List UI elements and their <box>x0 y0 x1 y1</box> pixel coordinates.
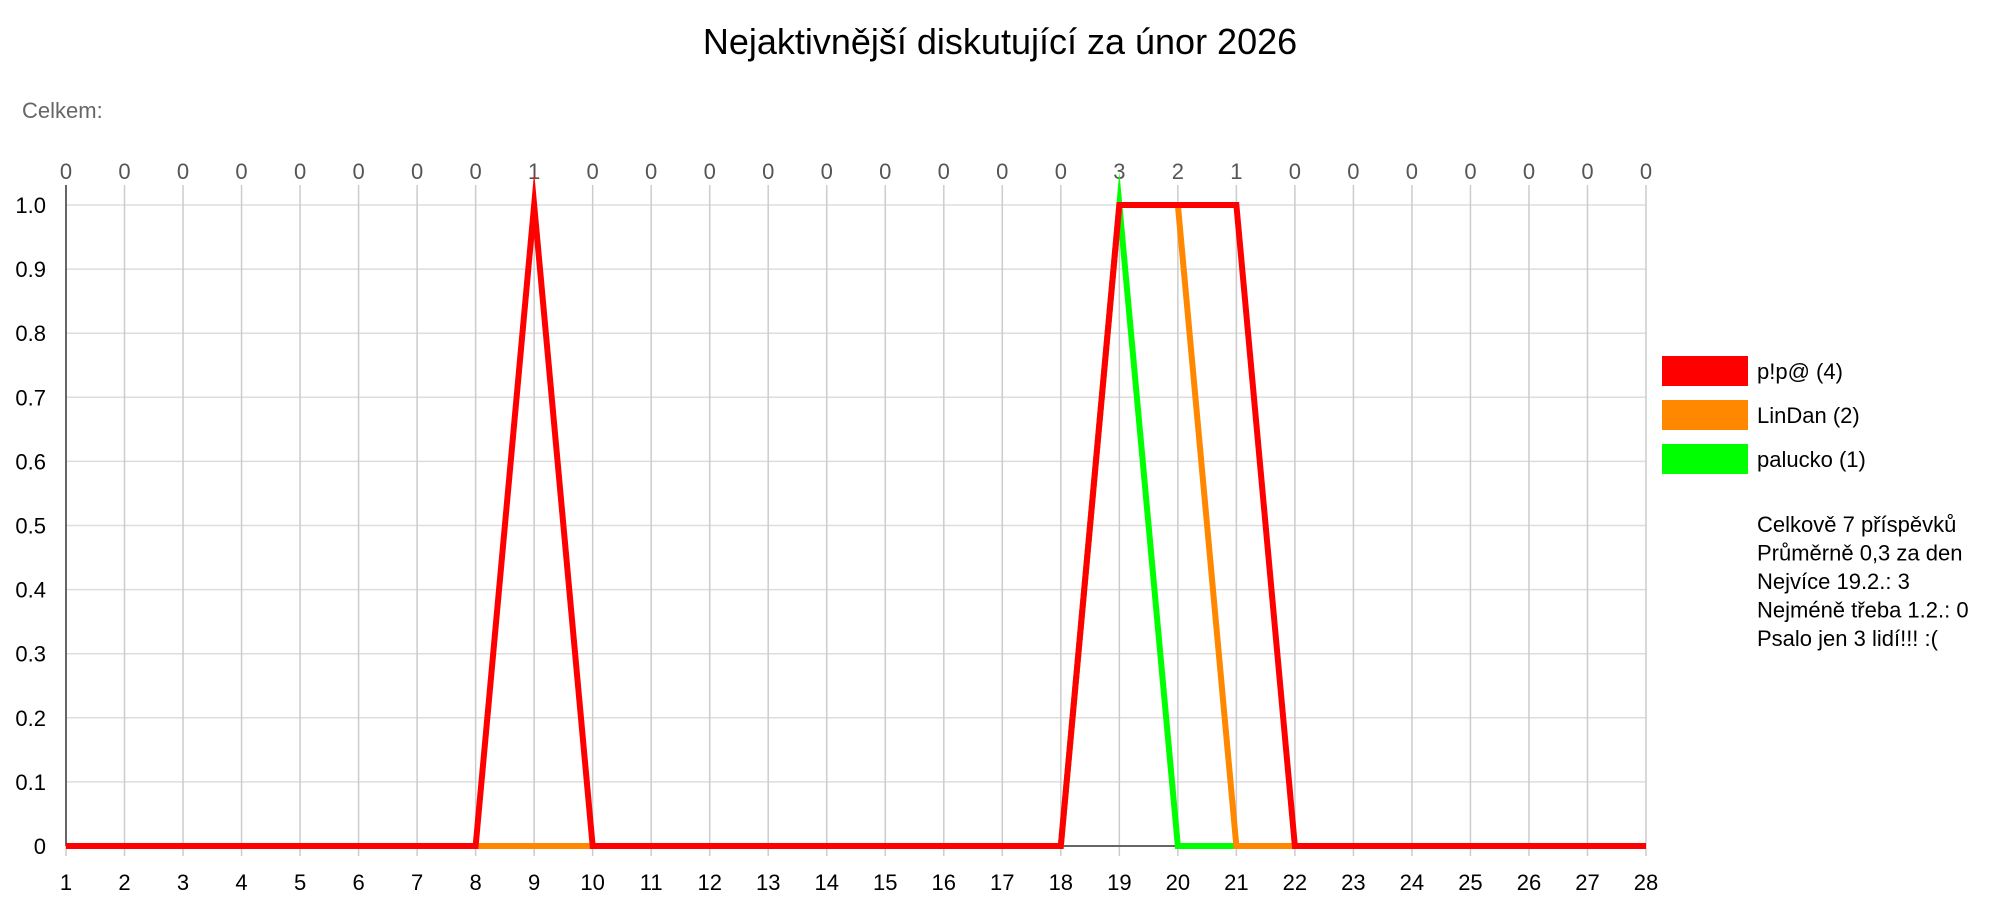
y-tick-label: 0.9 <box>15 257 46 282</box>
legend-swatch <box>1662 356 1748 386</box>
x-tick-label: 26 <box>1517 870 1541 895</box>
x-tick-label: 5 <box>294 870 306 895</box>
daily-total-label: 0 <box>1523 159 1535 184</box>
legend-label: LinDan (2) <box>1757 403 1860 428</box>
stats-box: Celkově 7 příspěvků Průměrně 0,3 za den Ne… <box>1757 512 1969 651</box>
daily-total-label: 1 <box>528 159 540 184</box>
x-tick-label: 27 <box>1575 870 1599 895</box>
legend-label: p!p@ (4) <box>1757 359 1843 384</box>
y-tick-label: 0.2 <box>15 706 46 731</box>
y-tick-label: 0.3 <box>15 642 46 667</box>
x-tick-label: 15 <box>873 870 897 895</box>
daily-total-label: 0 <box>704 159 716 184</box>
x-tick-label: 19 <box>1107 870 1131 895</box>
daily-total-label: 0 <box>762 159 774 184</box>
chart-title: Nejaktivnější diskutující za únor 2026 <box>703 21 1297 62</box>
series-line <box>66 172 1646 849</box>
y-tick-label: 0 <box>34 834 46 859</box>
total-label: Celkem: <box>22 98 103 123</box>
axes <box>65 185 1646 847</box>
series-lines <box>66 172 1646 849</box>
daily-total-label: 0 <box>587 159 599 184</box>
y-tick-label: 0.4 <box>15 578 46 603</box>
daily-total-label: 3 <box>1113 159 1125 184</box>
x-tick-label: 6 <box>352 870 364 895</box>
y-tick-label: 0.5 <box>15 514 46 539</box>
y-axis-ticks: 0 0.1 0.2 0.3 0.4 0.5 0.6 0.7 0.8 0.9 1.0 <box>15 193 46 859</box>
x-tick-label: 22 <box>1283 870 1307 895</box>
x-tick-label: 3 <box>177 870 189 895</box>
daily-total-label: 0 <box>1581 159 1593 184</box>
x-tick-label: 10 <box>580 870 604 895</box>
x-tick-label: 12 <box>697 870 721 895</box>
x-tick-label: 11 <box>640 870 663 895</box>
daily-total-label: 0 <box>1347 159 1359 184</box>
y-tick-label: 0.1 <box>15 770 46 795</box>
x-tick-label: 28 <box>1634 870 1658 895</box>
daily-total-label: 0 <box>411 159 423 184</box>
stats-line: Průměrně 0,3 za den <box>1757 541 1962 566</box>
x-tick-label: 18 <box>1049 870 1073 895</box>
x-tick-label: 2 <box>118 870 130 895</box>
y-tick-label: 0.7 <box>15 385 46 410</box>
daily-total-label: 0 <box>1406 159 1418 184</box>
legend-label: palucko (1) <box>1757 447 1866 472</box>
daily-total-label: 0 <box>470 159 482 184</box>
x-tick-label: 13 <box>756 870 780 895</box>
daily-total-label: 0 <box>118 159 130 184</box>
x-tick-label: 21 <box>1224 870 1248 895</box>
daily-total-label: 0 <box>1464 159 1476 184</box>
daily-total-label: 0 <box>938 159 950 184</box>
y-tick-label: 1.0 <box>15 193 46 218</box>
daily-total-label: 0 <box>645 159 657 184</box>
legend-swatch <box>1662 400 1748 430</box>
x-tick-label: 4 <box>235 870 247 895</box>
daily-totals-row: 0 0 0 0 0 0 0 0 1 0 0 0 0 0 0 0 0 0 3 2 1 0 0 0 0 0 0 0 <box>60 159 1652 184</box>
stats-line: Psalo jen 3 lidí!!! :( <box>1757 626 1939 651</box>
daily-total-label: 0 <box>1055 159 1067 184</box>
stats-line: Nejvíce 19.2.: 3 <box>1757 569 1910 594</box>
legend-swatch <box>1662 444 1748 474</box>
stats-line: Celkově 7 příspěvků <box>1757 512 1956 537</box>
x-tick-label: 1 <box>60 870 72 895</box>
daily-total-label: 0 <box>996 159 1008 184</box>
daily-total-label: 1 <box>1230 159 1242 184</box>
daily-total-label: 0 <box>60 159 72 184</box>
x-axis-ticks: 1 2 3 4 5 6 7 8 9 10 11 12 13 14 15 16 17 18 19 20 21 22 23 24 2… <box>60 870 1658 895</box>
grid <box>65 185 1647 856</box>
x-tick-label: 7 <box>411 870 423 895</box>
daily-total-label: 0 <box>177 159 189 184</box>
x-tick-label: 25 <box>1458 870 1482 895</box>
x-tick-label: 24 <box>1400 870 1424 895</box>
x-tick-label: 16 <box>932 870 956 895</box>
stats-line: Nejméně třeba 1.2.: 0 <box>1757 598 1969 623</box>
x-tick-label: 20 <box>1166 870 1190 895</box>
daily-total-label: 2 <box>1172 159 1184 184</box>
daily-total-label: 0 <box>294 159 306 184</box>
x-tick-label: 9 <box>528 870 540 895</box>
y-tick-label: 0.6 <box>15 449 46 474</box>
x-tick-label: 23 <box>1341 870 1365 895</box>
y-tick-label: 0.8 <box>15 321 46 346</box>
x-tick-label: 8 <box>470 870 482 895</box>
x-tick-label: 17 <box>990 870 1014 895</box>
daily-total-label: 0 <box>821 159 833 184</box>
x-tick-label: 14 <box>814 870 838 895</box>
daily-total-label: 0 <box>1640 159 1652 184</box>
daily-total-label: 0 <box>352 159 364 184</box>
daily-total-label: 0 <box>235 159 247 184</box>
daily-total-label: 0 <box>879 159 891 184</box>
daily-total-label: 0 <box>1289 159 1301 184</box>
legend: p!p@ (4) LinDan (2) palucko (1) <box>1662 356 1866 474</box>
